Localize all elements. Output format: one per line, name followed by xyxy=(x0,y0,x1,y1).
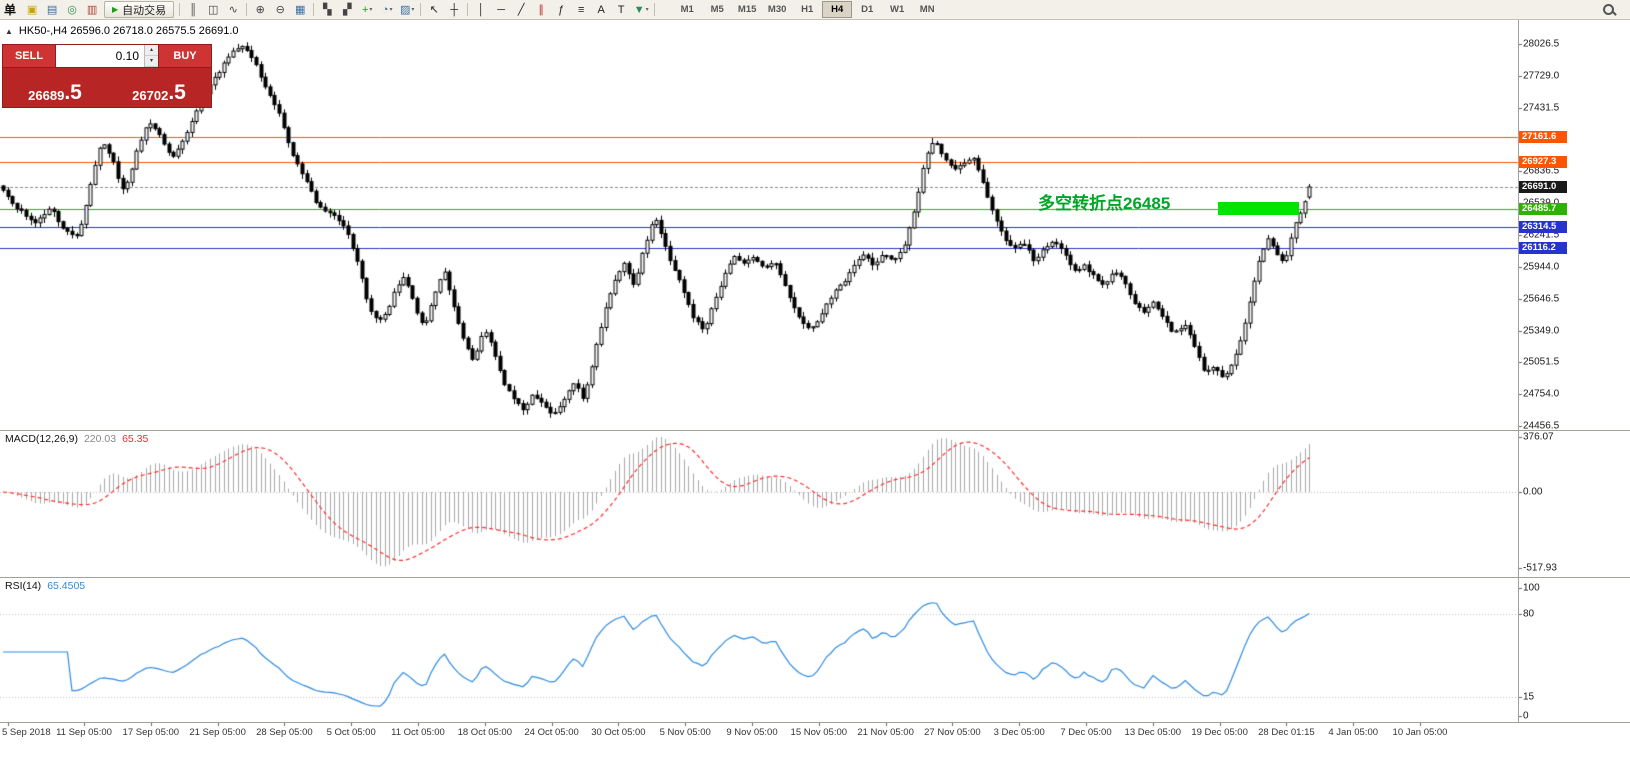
macd-indicator-label: MACD(12,26,9) 220.03 65.35 xyxy=(5,433,154,445)
one-click-trading-panel: SELL 0.10 ▴ ▾ BUY 26689.5 26702.5 xyxy=(2,44,212,108)
dropdown-arrow-icon: ▾ xyxy=(389,6,393,13)
terminal-icon[interactable]: ▥ xyxy=(86,3,98,16)
price-axis-border xyxy=(1518,20,1519,722)
autotrade-button[interactable]: ▶ 自动交易 xyxy=(104,1,175,18)
dropdown-arrow-icon: ▾ xyxy=(645,6,649,13)
market-watch-icon[interactable]: ▤ xyxy=(46,3,58,16)
sell-price[interactable]: 26689.5 xyxy=(3,68,107,109)
buy-price[interactable]: 26702.5 xyxy=(107,68,211,109)
buy-price-big: .5 xyxy=(168,81,186,105)
rsi-name: RSI(14) xyxy=(5,580,42,592)
timeframe-m5-button[interactable]: M5 xyxy=(710,4,724,15)
profiles-icon[interactable]: ◔▾ xyxy=(381,3,393,16)
trendline-icon[interactable]: ╱ xyxy=(517,3,525,16)
autotrade-label: 自动交易 xyxy=(122,4,167,17)
buy-button[interactable]: BUY xyxy=(158,45,211,67)
new-chart-icon[interactable]: +▾ xyxy=(361,3,373,16)
rsi-value: 65.4505 xyxy=(47,580,86,592)
template-icon[interactable]: ▨▾ xyxy=(399,3,415,16)
text-label-icon[interactable]: T xyxy=(617,3,625,16)
toolbar-separator xyxy=(179,3,181,16)
volume-up-icon[interactable]: ▴ xyxy=(145,45,158,56)
pivot-highlight-box[interactable] xyxy=(1218,202,1299,215)
volume-field[interactable]: 0.10 ▴ ▾ xyxy=(56,45,158,67)
grid-icon[interactable]: ▦ xyxy=(294,3,306,16)
panel-divider[interactable] xyxy=(0,430,1630,431)
timeframe-toolbar: M1 M5 M15 M30 H1 H4 D1 W1 MN xyxy=(672,1,942,18)
tile-windows-icon[interactable]: ▚ xyxy=(322,3,332,16)
chart-ohlc-title: HK50-,H4 26596.0 26718.0 26575.5 26691.0 xyxy=(18,25,239,37)
toolbar-separator xyxy=(467,3,469,16)
search-icon[interactable] xyxy=(1602,3,1617,17)
panel-divider[interactable] xyxy=(0,722,1630,723)
timeframe-h1-button[interactable]: H1 xyxy=(801,4,814,15)
menu-text[interactable]: 单 xyxy=(4,3,17,17)
buy-price-base: 26702 xyxy=(132,88,169,103)
bar-chart-icon[interactable]: ║ xyxy=(189,3,198,16)
macd-main-value: 220.03 xyxy=(83,433,117,445)
rsi-indicator-label: RSI(14) 65.4505 xyxy=(5,580,91,592)
chart-title-bar: ▲ HK50-,H4 26596.0 26718.0 26575.5 26691… xyxy=(5,25,239,37)
channel-icon[interactable]: ∥ xyxy=(538,3,544,16)
search-handle xyxy=(1611,9,1617,16)
arrows-icon[interactable]: ▼▾ xyxy=(633,3,649,16)
cascade-windows-icon[interactable]: ▞ xyxy=(342,3,352,16)
fibonacci-icon[interactable]: ƒ xyxy=(558,3,565,16)
play-icon: ▶ xyxy=(112,5,119,14)
macd-signal-value: 65.35 xyxy=(122,433,149,445)
one-click-prices-row: 26689.5 26702.5 xyxy=(3,68,211,109)
main-toolbar: 单 ▣ ▤ ◎ ▥ ▶ 自动交易 ║ ◫ ∿ ⊕ ⊖ ▦ ▚ ▞ +▾ ◔▾ ▨▾ ↖ ┼ │ ─ ╱ ∥ ƒ ≡ A T ▼▾ M1 M5… xyxy=(0,0,1630,20)
volume-value[interactable]: 0.10 xyxy=(115,49,139,63)
timeframe-m30-button[interactable]: M30 xyxy=(767,4,787,15)
candlestick-chart-icon[interactable]: ◫ xyxy=(207,3,219,16)
dropdown-arrow-icon: ▾ xyxy=(411,6,415,13)
zoom-in-icon[interactable]: ⊕ xyxy=(255,3,265,16)
timeframe-w1-button[interactable]: W1 xyxy=(890,4,905,15)
dropdown-arrow-icon: ▾ xyxy=(369,6,373,13)
sell-button[interactable]: SELL xyxy=(3,45,56,67)
timeframe-d1-button[interactable]: D1 xyxy=(861,4,874,15)
crosshair-icon[interactable]: ┼ xyxy=(450,3,459,16)
vertical-line-icon[interactable]: │ xyxy=(477,3,485,16)
volume-down-icon[interactable]: ▾ xyxy=(145,56,158,67)
horizontal-line-icon[interactable]: ─ xyxy=(497,3,506,16)
text-icon[interactable]: A xyxy=(597,3,605,16)
toolbar-separator xyxy=(420,3,422,16)
line-chart-icon[interactable]: ∿ xyxy=(228,3,238,16)
navigator-icon[interactable]: ◎ xyxy=(67,3,77,16)
collapse-one-click-icon[interactable]: ▲ xyxy=(5,26,13,36)
volume-stepper: ▴ ▾ xyxy=(144,45,158,67)
zoom-out-icon[interactable]: ⊖ xyxy=(275,3,285,16)
timeframe-m1-button[interactable]: M1 xyxy=(680,4,694,15)
one-click-controls-row: SELL 0.10 ▴ ▾ BUY xyxy=(3,45,211,68)
cursor-icon[interactable]: ↖ xyxy=(429,3,439,16)
shapes-list-icon[interactable]: ≡ xyxy=(577,3,585,16)
toolbar-separator xyxy=(246,3,248,16)
timeframe-m15-button[interactable]: M15 xyxy=(737,4,757,15)
search-glass xyxy=(1603,3,1614,15)
macd-name: MACD(12,26,9) xyxy=(5,433,78,445)
new-order-icon[interactable]: ▣ xyxy=(26,3,38,16)
sell-price-base: 26689 xyxy=(28,88,65,103)
panel-divider[interactable] xyxy=(0,577,1630,578)
toolbar-separator xyxy=(313,3,315,16)
timeframe-mn-button[interactable]: MN xyxy=(919,4,935,15)
pivot-annotation-text[interactable]: 多空转折点26485 xyxy=(1038,194,1171,213)
sell-price-big: .5 xyxy=(64,81,82,105)
timeframe-h4-button[interactable]: H4 xyxy=(822,1,853,18)
toolbar-separator xyxy=(654,3,656,16)
